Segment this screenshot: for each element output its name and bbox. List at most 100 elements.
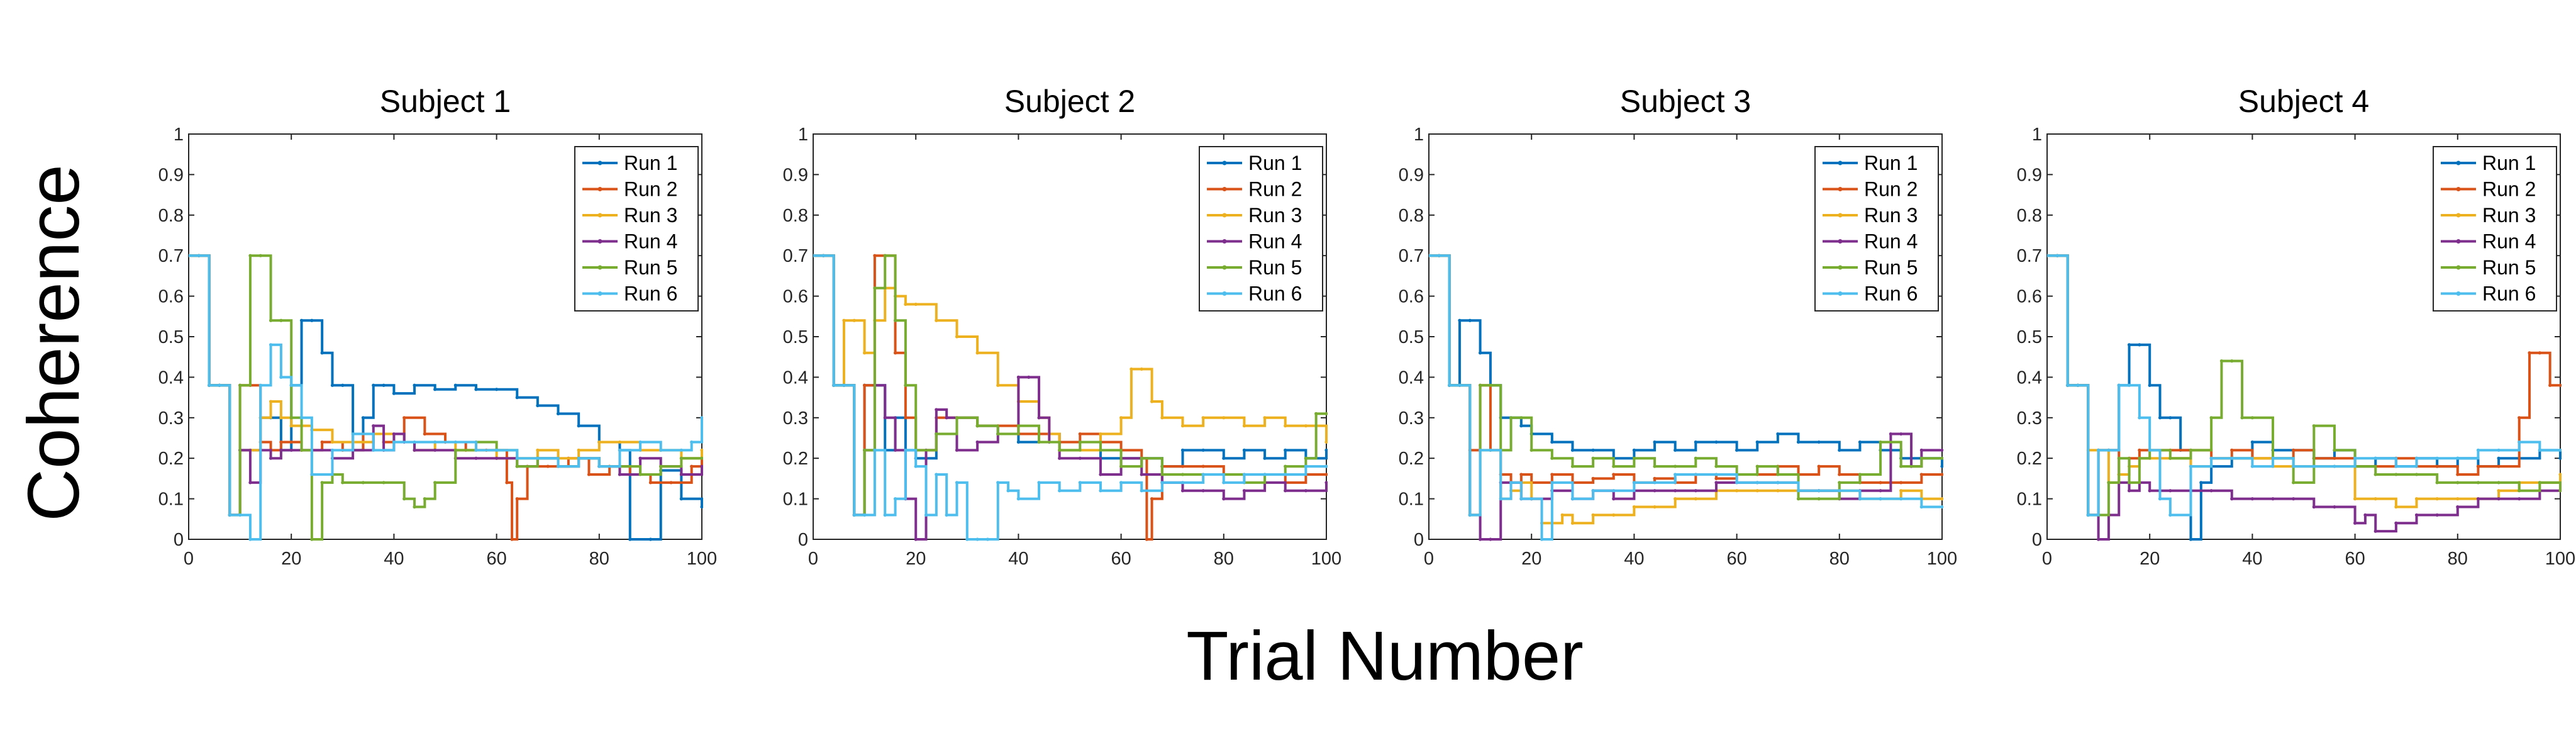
data-point <box>700 505 703 509</box>
data-point <box>1674 497 1677 501</box>
legend: Run 1 Run 2 Run 3 Run 4 Run 5 Run 6 <box>1814 146 1939 312</box>
x-tick-label: 100 <box>1311 549 1341 569</box>
data-point <box>690 440 694 444</box>
y-tick-label: 0.3 <box>783 408 808 429</box>
data-point <box>1674 473 1677 476</box>
data-point <box>2353 521 2357 525</box>
data-point <box>2518 440 2521 444</box>
data-point <box>1550 456 1554 460</box>
data-point <box>1201 464 1205 468</box>
data-point <box>2107 448 2111 452</box>
data-point <box>433 388 437 391</box>
data-point <box>2558 383 2562 387</box>
data-point <box>1550 481 1554 485</box>
x-tick-label: 60 <box>486 549 506 569</box>
data-point <box>955 448 959 452</box>
plot-area <box>1429 254 1943 541</box>
data-point <box>1489 448 1492 452</box>
y-tick-label: 0.5 <box>2017 327 2042 347</box>
data-point <box>1632 456 1636 460</box>
data-point <box>1570 464 1575 468</box>
data-point <box>1180 489 1185 493</box>
data-point <box>587 473 591 476</box>
data-point <box>1509 416 1513 420</box>
data-point <box>279 440 283 444</box>
data-point <box>1222 481 1226 485</box>
legend-marker <box>2456 160 2461 166</box>
data-point <box>1899 481 1903 485</box>
data-point <box>1899 432 1903 436</box>
data-point <box>1201 489 1205 493</box>
data-point <box>2528 351 2531 355</box>
legend-marker <box>1838 160 1843 166</box>
data-point <box>1879 497 1882 501</box>
data-point <box>1304 424 1307 428</box>
data-point <box>1817 497 1821 501</box>
data-point <box>1776 481 1780 485</box>
data-point <box>1140 473 1143 476</box>
legend-label: Run 3 <box>1248 204 1302 227</box>
data-point <box>1735 481 1739 485</box>
data-point <box>2230 359 2234 363</box>
data-point <box>1037 440 1041 444</box>
x-tick-label: 80 <box>1214 549 1234 569</box>
data-point <box>1242 424 1246 428</box>
data-point <box>2476 448 2480 452</box>
data-point <box>1530 497 1533 501</box>
data-point <box>1037 416 1041 420</box>
data-point <box>1263 416 1267 420</box>
data-point <box>1612 464 1616 468</box>
y-tick-label: 0.1 <box>158 490 184 510</box>
y-tick-label: 0.2 <box>783 449 808 469</box>
data-point <box>341 481 345 485</box>
data-point <box>361 481 365 485</box>
legend: Run 1 Run 2 Run 3 Run 4 Run 5 Run 6 <box>1199 146 1323 312</box>
y-tick-label: 0.4 <box>783 368 808 388</box>
series-line-run-6 <box>813 254 1326 541</box>
data-point <box>474 456 478 460</box>
subplot-title: Subject 2 <box>1004 84 1135 119</box>
data-point <box>1591 489 1595 493</box>
data-point <box>330 448 335 452</box>
y-tick-label: 0.2 <box>1399 449 1424 469</box>
data-point <box>1919 456 1923 460</box>
x-tick-label: 0 <box>2042 549 2052 569</box>
data-point <box>2148 448 2151 452</box>
legend-marker <box>2456 265 2461 270</box>
legend-label: Run 3 <box>624 204 677 227</box>
legend-marker <box>597 213 602 218</box>
data-point <box>1858 473 1862 476</box>
legend-label: Run 4 <box>1864 230 1918 253</box>
data-point <box>2127 481 2131 485</box>
data-point <box>1160 481 1164 485</box>
series-line-run-5 <box>1429 254 1942 517</box>
data-point <box>510 537 514 541</box>
data-point <box>1550 440 1554 444</box>
data-point <box>597 464 601 468</box>
data-point <box>2086 513 2090 517</box>
data-point <box>1058 489 1062 493</box>
data-point <box>679 448 683 452</box>
data-point <box>1632 448 1636 452</box>
data-point <box>279 448 283 452</box>
data-point <box>1755 440 1759 444</box>
data-point <box>474 388 478 391</box>
data-point <box>299 416 304 420</box>
data-point <box>1879 481 1882 485</box>
x-tick-label: 80 <box>2448 549 2468 569</box>
data-point <box>628 537 632 541</box>
data-point <box>2148 383 2151 387</box>
data-point <box>2127 489 2131 493</box>
data-point <box>2292 464 2296 468</box>
data-point <box>2117 383 2121 387</box>
data-point <box>1448 383 1452 387</box>
data-point <box>2476 481 2480 485</box>
data-point <box>1796 440 1801 444</box>
data-point <box>248 254 252 257</box>
y-tick-label: 1 <box>2032 125 2042 145</box>
data-point <box>659 448 663 452</box>
data-point <box>2373 497 2377 501</box>
data-point <box>189 254 191 257</box>
data-point <box>1242 473 1246 476</box>
legend-box <box>1199 146 1323 312</box>
